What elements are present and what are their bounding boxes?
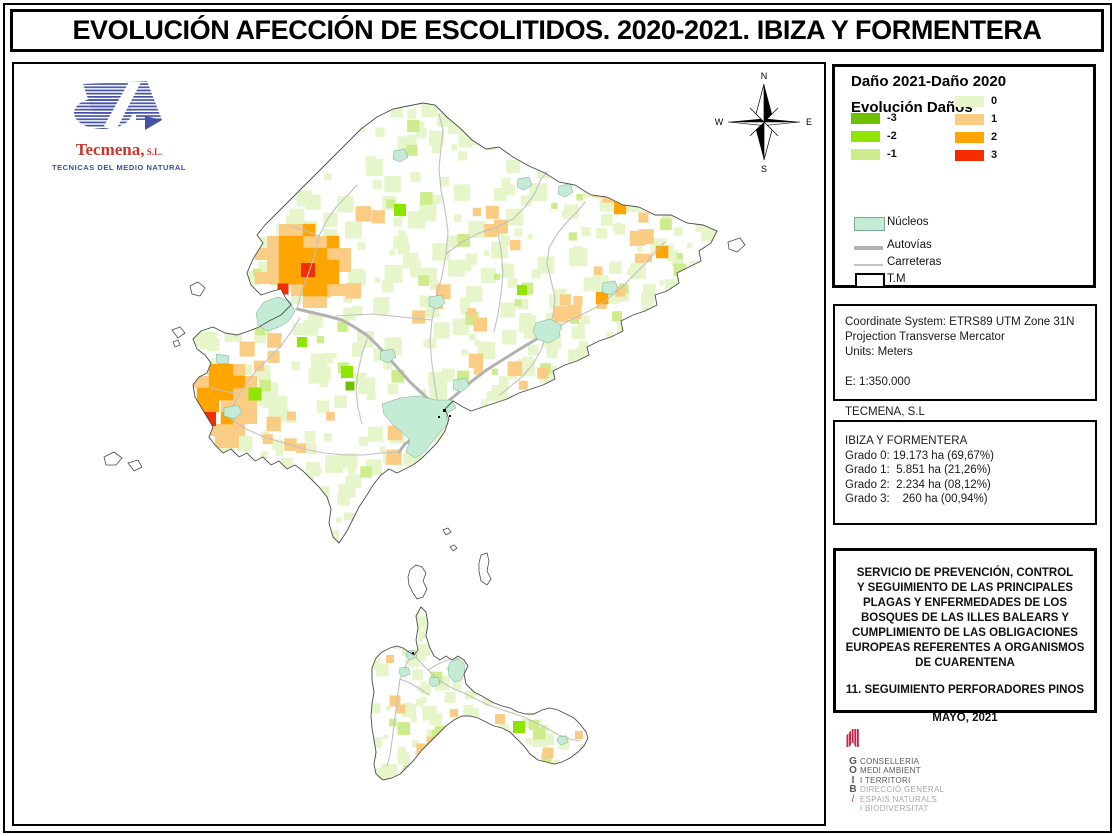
- service-line: CUMPLIMIENTO DE LAS OBLIGACIONES: [852, 627, 1078, 639]
- legend-swatch: [851, 131, 880, 142]
- info-line: Projection Transverse Mercator: [845, 331, 1005, 343]
- legend-label: T.M: [887, 273, 906, 285]
- tecmena-logo: Tecmena, S.L. TECNICAS DEL MEDIO NATURAL: [44, 80, 194, 172]
- legend-title: Daño 2021-Daño 2020: [851, 73, 1007, 90]
- service-paragraph: SERVICIO DE PREVENCIÓN, CONTROL Y SEGUIMI…: [841, 566, 1089, 671]
- goib-letter: O: [849, 765, 857, 777]
- legend-swatch: [851, 149, 880, 160]
- coastline-layer: [103, 102, 746, 781]
- goib-letter: B: [849, 784, 857, 796]
- legend-swatch: [955, 150, 984, 161]
- legend-swatch: [955, 114, 984, 125]
- coordinate-info-box: Coordinate System: ETRS89 UTM Zone 31N Pr…: [833, 304, 1097, 418]
- info-line: E: 1:350.000: [845, 376, 911, 388]
- legend-carretera-swatch: [854, 264, 883, 266]
- legend-swatch: [955, 96, 984, 107]
- legend-autovia-swatch: [854, 246, 883, 250]
- service-line: SERVICIO DE PREVENCIÓN, CONTROL: [856, 567, 1074, 579]
- goib-row-text: I TERRITORI: [860, 775, 911, 785]
- info-line: [845, 390, 1095, 405]
- compass-north-label: N: [761, 71, 768, 81]
- info-line: Units: Meters: [845, 346, 913, 358]
- service-line: EUROPEAS REFERENTES A ORGANISMOS: [845, 642, 1085, 654]
- goib-row: O MEDI AMBIENT: [846, 765, 1086, 777]
- goib-shield-icon: [846, 728, 859, 749]
- legend-label: 2: [991, 131, 998, 143]
- goib-row: I I TERRITORI: [846, 774, 1086, 786]
- service-date: MAYO, 2021: [932, 712, 998, 724]
- legend-tm-swatch: [855, 273, 885, 288]
- stats-line: Grado 1: 5.851 ha (21,26%): [845, 464, 991, 476]
- legend-label: -3: [887, 112, 897, 124]
- compass-south-label: S: [761, 164, 767, 174]
- service-line: Y SEGUIMIENTO DE LAS PRINCIPALES: [857, 582, 1073, 594]
- nucleos-layer: [215, 148, 619, 746]
- goib-letter: /: [851, 793, 855, 805]
- legend: Daño 2021-Daño 2020 Evolución Daños -3 -2…: [832, 64, 1096, 288]
- legend-swatch: [955, 132, 984, 143]
- goib-logo: G CONSELLERIA O MEDI AMBIENT I I TERRITORI B DI…: [846, 728, 1086, 813]
- compass-east-label: E: [806, 117, 812, 127]
- page-title: EVOLUCIÓN AFECCIÓN DE ESCOLITIDOS. 2020-…: [72, 15, 1042, 45]
- stats-title: IBIZA Y FORMENTERA: [845, 435, 968, 447]
- goib-row: I BIODIVERSITAT: [846, 804, 1086, 813]
- tecmena-name: Tecmena, S.L.: [75, 140, 163, 159]
- stats-line: Grado 0: 19.173 ha (69,67%): [845, 449, 994, 462]
- goib-row-text: DIRECCIÓ GENERAL: [860, 785, 945, 795]
- legend-label: -1: [887, 148, 897, 160]
- tecmena-tagline: TECNICAS DEL MEDIO NATURAL: [51, 163, 187, 172]
- stats-line: Grado 2: 2.234 ha (08,12%): [845, 478, 991, 491]
- legend-label: Carreteras: [887, 256, 942, 268]
- map-canvas: [103, 102, 746, 781]
- stats-box: IBIZA Y FORMENTERA Grado 0: 19.173 ha (6…: [833, 420, 1097, 525]
- legend-label: 1: [991, 113, 998, 125]
- title-bar: EVOLUCIÓN AFECCIÓN DE ESCOLITIDOS. 2020-…: [10, 9, 1104, 52]
- legend-label: 0: [991, 95, 998, 107]
- legend-label: 3: [991, 149, 998, 161]
- service-box: SERVICIO DE PREVENCIÓN, CONTROL Y SEGUIMI…: [833, 548, 1097, 724]
- map-frame: Tecmena, S.L. TECNICAS DEL MEDIO NATURAL…: [12, 62, 826, 826]
- goib-row: B DIRECCIÓ GENERAL: [846, 784, 1086, 796]
- goib-row-text: I BIODIVERSITAT: [860, 803, 929, 813]
- legend-swatch: [851, 113, 880, 124]
- goib-letter: G: [849, 756, 857, 767]
- compass-rose: N S W E: [715, 71, 812, 174]
- legend-label: -2: [887, 130, 897, 142]
- goib-row: G CONSELLERIA: [846, 756, 1086, 767]
- legend-label: Núcleos: [887, 216, 929, 228]
- stats-lines: Grado 0: 19.173 ha (69,67%) Grado 1: 5.85…: [845, 449, 1095, 507]
- legend-label: Autovías: [887, 239, 932, 251]
- info-line: [845, 360, 1095, 375]
- legend-subtitle: Evolución Daños: [851, 99, 973, 116]
- legend-nucleos-swatch: [854, 217, 885, 231]
- info-line: TECMENA, S.L: [845, 406, 925, 418]
- goib-row-text: CONSELLERIA: [860, 757, 920, 766]
- compass-west-label: W: [715, 117, 724, 127]
- goib-row-text: MEDI AMBIENT: [860, 766, 921, 776]
- service-line: BOSQUES DE LAS ILLES BALEARS Y: [860, 612, 1070, 624]
- goib-row: / ESPAIS NATURALS: [846, 793, 1086, 805]
- tecmena-logo-icon: [74, 81, 162, 132]
- goib-row-text: ESPAIS NATURALS: [860, 794, 938, 804]
- harbour-specks: [412, 409, 451, 654]
- service-line: DE CUARENTENA: [915, 657, 1015, 669]
- stats-line: Grado 3: 260 ha (00,94%): [845, 493, 988, 505]
- goib-letter: I: [851, 774, 855, 786]
- goib-text-block: G CONSELLERIA O MEDI AMBIENT I I TERRITORI B DI…: [846, 756, 1086, 813]
- service-line: PLAGAS Y ENFERMEDADES DE LOS: [862, 597, 1068, 609]
- service-subtitle: 11. SEGUIMIENTO PERFORADORES PINOS: [845, 684, 1085, 696]
- info-line: Coordinate System: ETRS89 UTM Zone 31N: [845, 316, 1075, 328]
